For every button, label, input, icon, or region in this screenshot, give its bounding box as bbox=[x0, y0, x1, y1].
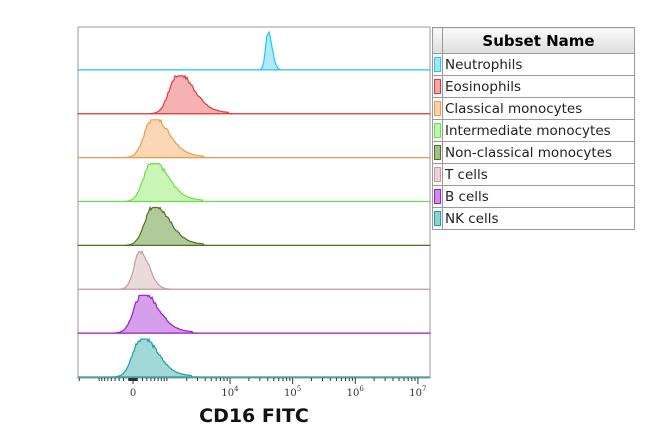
color-swatch-icon bbox=[434, 145, 441, 160]
tick-label: 106 bbox=[347, 385, 365, 399]
legend-label: B cells bbox=[442, 185, 635, 208]
color-swatch-icon bbox=[434, 189, 441, 204]
histogram-neutrophils bbox=[77, 30, 431, 71]
color-swatch-icon bbox=[434, 79, 441, 94]
legend-row[interactable]: NK cells bbox=[432, 207, 635, 230]
color-swatch-icon bbox=[434, 57, 441, 72]
legend-label: Classical monocytes bbox=[442, 97, 635, 120]
histogram-non-classical-monocytes bbox=[77, 205, 431, 246]
tick-label: 107 bbox=[409, 385, 426, 399]
tick-exponent: 4 bbox=[234, 385, 239, 393]
color-swatch-icon bbox=[434, 101, 441, 116]
tick-exponent: 6 bbox=[359, 385, 364, 393]
tick-label: 0 bbox=[130, 388, 136, 399]
legend-row[interactable]: Non-classical monocytes bbox=[432, 141, 635, 164]
color-swatch-icon bbox=[434, 167, 441, 182]
tick-exponent: 5 bbox=[297, 385, 301, 393]
legend-swatch-cell bbox=[432, 97, 443, 120]
color-swatch-icon bbox=[434, 123, 441, 138]
legend-title: Subset Name bbox=[442, 27, 635, 54]
legend-swatch-cell bbox=[432, 207, 443, 230]
legend-row[interactable]: T cells bbox=[432, 163, 635, 186]
legend-swatch-cell bbox=[432, 75, 443, 98]
legend-label: Non-classical monocytes bbox=[442, 141, 635, 164]
legend-swatch-cell bbox=[432, 185, 443, 208]
legend-label: Neutrophils bbox=[442, 53, 635, 76]
legend-label: T cells bbox=[442, 163, 635, 186]
legend-row[interactable]: Classical monocytes bbox=[432, 97, 635, 120]
histogram-eosinophils bbox=[77, 74, 431, 115]
legend-swatch-cell bbox=[432, 163, 443, 186]
legend: Subset Name Neutrophils Eosinophils Classi… bbox=[432, 27, 635, 230]
legend-label: Eosinophils bbox=[442, 75, 635, 98]
legend-row[interactable]: Eosinophils bbox=[432, 75, 635, 98]
x-axis-label: CD16 FITC bbox=[199, 405, 309, 427]
histogram-classical-monocytes bbox=[77, 118, 431, 159]
histogram-b-cells bbox=[77, 294, 431, 334]
legend-swatch-cell bbox=[432, 119, 443, 142]
legend-row[interactable]: Neutrophils bbox=[432, 53, 635, 76]
legend-swatch-cell bbox=[432, 141, 443, 164]
tick-label: 104 bbox=[221, 385, 239, 399]
histogram-nk-cells bbox=[78, 337, 430, 378]
legend-row[interactable]: Intermediate monocytes bbox=[432, 119, 635, 142]
legend-row[interactable]: B cells bbox=[432, 185, 635, 208]
tick-label: 105 bbox=[284, 385, 301, 399]
histogram-t-cells bbox=[77, 249, 431, 290]
tick-exponent: 7 bbox=[422, 385, 426, 393]
legend-label: Intermediate monocytes bbox=[442, 119, 635, 142]
legend-label: NK cells bbox=[442, 207, 635, 230]
color-swatch-icon bbox=[434, 211, 441, 226]
legend-swatch-header bbox=[432, 27, 443, 54]
histogram-intermediate-monocytes bbox=[78, 163, 430, 203]
legend-swatch-cell bbox=[432, 53, 443, 76]
